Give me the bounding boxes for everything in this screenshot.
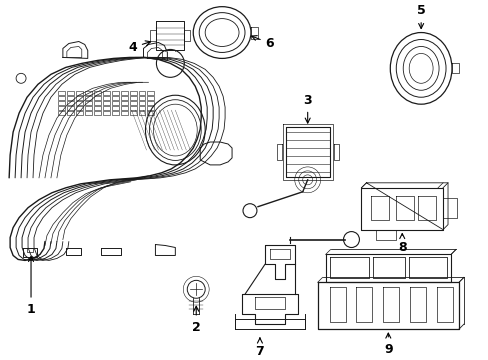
- Bar: [94, 111, 101, 114]
- Bar: [121, 96, 127, 100]
- Text: 7: 7: [255, 338, 264, 357]
- Bar: [129, 111, 136, 114]
- Bar: [111, 91, 119, 95]
- Bar: [147, 96, 154, 100]
- Bar: [102, 111, 109, 114]
- Bar: [121, 91, 127, 95]
- Bar: [147, 101, 154, 105]
- Bar: [58, 96, 65, 100]
- Bar: [94, 101, 101, 105]
- Bar: [58, 101, 65, 105]
- Text: 2: 2: [191, 306, 200, 334]
- Bar: [147, 91, 154, 95]
- Text: 5: 5: [416, 4, 425, 28]
- Bar: [147, 111, 154, 114]
- Bar: [102, 96, 109, 100]
- Bar: [94, 91, 101, 95]
- Bar: [138, 96, 145, 100]
- Bar: [129, 101, 136, 105]
- Bar: [67, 96, 74, 100]
- Bar: [102, 101, 109, 105]
- Bar: [76, 111, 82, 114]
- Text: 1: 1: [27, 257, 35, 316]
- Bar: [84, 96, 92, 100]
- Bar: [121, 106, 127, 110]
- Bar: [67, 91, 74, 95]
- Bar: [147, 106, 154, 110]
- Bar: [84, 111, 92, 114]
- Text: 6: 6: [251, 36, 274, 50]
- Bar: [138, 106, 145, 110]
- Bar: [129, 106, 136, 110]
- Bar: [102, 91, 109, 95]
- Bar: [84, 101, 92, 105]
- Bar: [94, 106, 101, 110]
- Bar: [58, 91, 65, 95]
- Bar: [76, 96, 82, 100]
- Bar: [76, 91, 82, 95]
- Text: 4: 4: [128, 41, 150, 54]
- Bar: [58, 111, 65, 114]
- Bar: [67, 106, 74, 110]
- Bar: [67, 101, 74, 105]
- Bar: [111, 96, 119, 100]
- Bar: [58, 106, 65, 110]
- Bar: [138, 91, 145, 95]
- Text: 3: 3: [303, 94, 311, 123]
- Bar: [121, 101, 127, 105]
- Bar: [138, 111, 145, 114]
- Bar: [129, 91, 136, 95]
- Bar: [76, 101, 82, 105]
- Bar: [111, 106, 119, 110]
- Bar: [111, 111, 119, 114]
- Bar: [111, 101, 119, 105]
- Bar: [84, 91, 92, 95]
- Text: 9: 9: [383, 333, 392, 356]
- Bar: [76, 106, 82, 110]
- Bar: [138, 101, 145, 105]
- Bar: [67, 111, 74, 114]
- Bar: [84, 106, 92, 110]
- Bar: [129, 96, 136, 100]
- Bar: [94, 96, 101, 100]
- Bar: [102, 106, 109, 110]
- Bar: [121, 111, 127, 114]
- Text: 8: 8: [397, 234, 406, 254]
